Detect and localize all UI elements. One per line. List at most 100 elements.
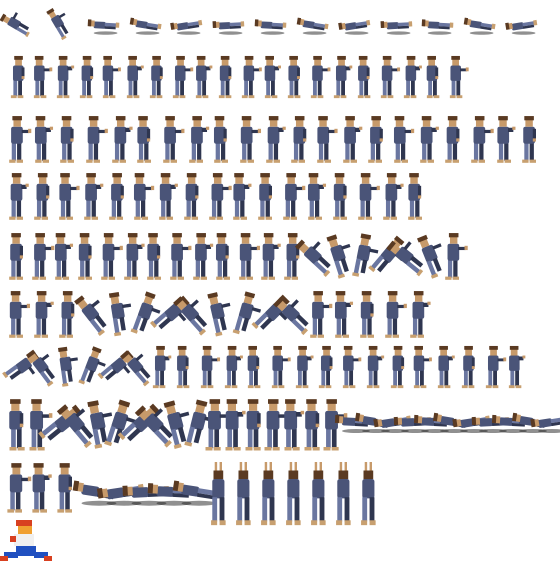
sprite-frame: [360, 291, 374, 338]
sprite-frame: [32, 233, 55, 280]
sprite-frame: [170, 233, 192, 280]
sprite-frame: [109, 173, 124, 220]
sprite-frame: [59, 291, 75, 338]
character-portrait-icon: [0, 518, 560, 568]
sprite-frame: [159, 173, 178, 220]
sprite-frame: [284, 233, 300, 280]
sprite-frame: [342, 345, 362, 389]
sprite-row-jump-kick-and-idle: [0, 345, 560, 395]
sprite-frame: [343, 116, 363, 163]
sprite-frame: [33, 55, 53, 99]
sprite-frame: [291, 116, 307, 163]
sprite-frame: [264, 399, 289, 451]
sprite-frame: [218, 55, 232, 99]
sprite-frame: [56, 404, 94, 449]
sprite-frame: [9, 399, 25, 451]
sprite-frame: [323, 399, 348, 451]
sprite-frame: [236, 462, 251, 526]
sprite-frame: [271, 345, 291, 389]
sprite-frame: [368, 116, 383, 163]
sprite-frame: [172, 480, 220, 506]
sprite-frame: [352, 233, 379, 277]
sprite-frame: [78, 346, 106, 385]
sprite-frame: [25, 349, 56, 387]
sprite-frame: [338, 19, 371, 35]
sprite-frame: [176, 345, 190, 389]
sprite-frame: [54, 233, 74, 280]
sprite-frame: [508, 345, 526, 389]
sprite-frame: [522, 116, 536, 163]
sprite-frame: [385, 291, 407, 338]
sprite-row-kick-attacks: [0, 290, 560, 345]
sprite-frame: [212, 21, 245, 35]
sprite-frame: [254, 19, 287, 35]
sprite-frame: [57, 346, 78, 387]
sprite-frame: [410, 291, 431, 338]
sprite-frame: [34, 116, 54, 163]
sprite-frame: [530, 417, 560, 433]
sprite-frame: [317, 116, 338, 163]
sprite-frame: [124, 233, 145, 280]
sprite-frame: [239, 233, 261, 280]
sprite-frame: [258, 173, 272, 220]
sprite-frame: [87, 19, 120, 35]
sprite-frame: [294, 239, 331, 277]
sprite-frame: [413, 345, 432, 389]
sprite-frame: [284, 399, 305, 451]
sprite-frame: [241, 55, 262, 99]
sprite-frame: [445, 233, 468, 280]
sprite-frame: [463, 17, 496, 35]
sprite-frame: [420, 116, 439, 163]
sprite-frame: [200, 345, 221, 389]
sprite-frame: [497, 116, 516, 163]
sprite-frame: [485, 345, 507, 389]
sprite-frame: [426, 55, 440, 99]
sprite-frame: [133, 173, 155, 220]
sprite-frame: [240, 116, 262, 163]
sprite-frame: [32, 463, 52, 513]
sprite-frame: [10, 55, 25, 99]
sprite-frame: [361, 462, 376, 526]
sprite-frame: [170, 19, 203, 35]
sprite-frame: [224, 345, 243, 389]
sprite-frame: [273, 297, 309, 336]
sprite-frame: [193, 233, 214, 280]
sprite-frame: [207, 292, 231, 337]
sprite-frame: [102, 55, 121, 99]
sprite-frame: [318, 345, 333, 389]
sprite-frame: [233, 173, 252, 220]
sprite-frame: [449, 55, 469, 99]
sprite-frame: [78, 233, 92, 280]
sprite-frame: [173, 296, 208, 336]
sprite-frame: [147, 233, 161, 280]
sprite-row-fall-and-float: [0, 462, 560, 530]
sprite-frame: [137, 116, 151, 163]
sprite-frame: [283, 173, 306, 220]
sprite-frame: [29, 399, 53, 451]
sprite-frame: [366, 345, 385, 389]
sprite-row-run: [0, 115, 560, 170]
sprite-frame: [108, 291, 132, 337]
sprite-frame: [261, 462, 276, 526]
sprite-frame: [417, 234, 442, 279]
sprite-frame: [213, 116, 228, 163]
sprite-frame: [129, 17, 162, 35]
sprite-frame: [296, 17, 329, 35]
sprite-frame: [380, 55, 401, 99]
sprite-frame: [184, 399, 215, 447]
sprite-frame: [211, 462, 226, 526]
sprite-frame: [9, 116, 32, 163]
sprite-frame: [134, 405, 173, 448]
sprite-frame: [287, 55, 301, 99]
sprite-frame: [311, 462, 326, 526]
sprite-frame: [357, 55, 371, 99]
sprite-frame: [264, 55, 281, 99]
sprite-frame: [380, 21, 413, 35]
sprite-frame: [336, 462, 351, 526]
sprite-frame: [209, 173, 232, 220]
sprite-frame: [126, 55, 144, 99]
sprite-frame: [261, 233, 281, 280]
sprite-frame: [34, 291, 54, 338]
sprite-frame: [232, 291, 262, 335]
sprite-frame: [421, 19, 454, 35]
